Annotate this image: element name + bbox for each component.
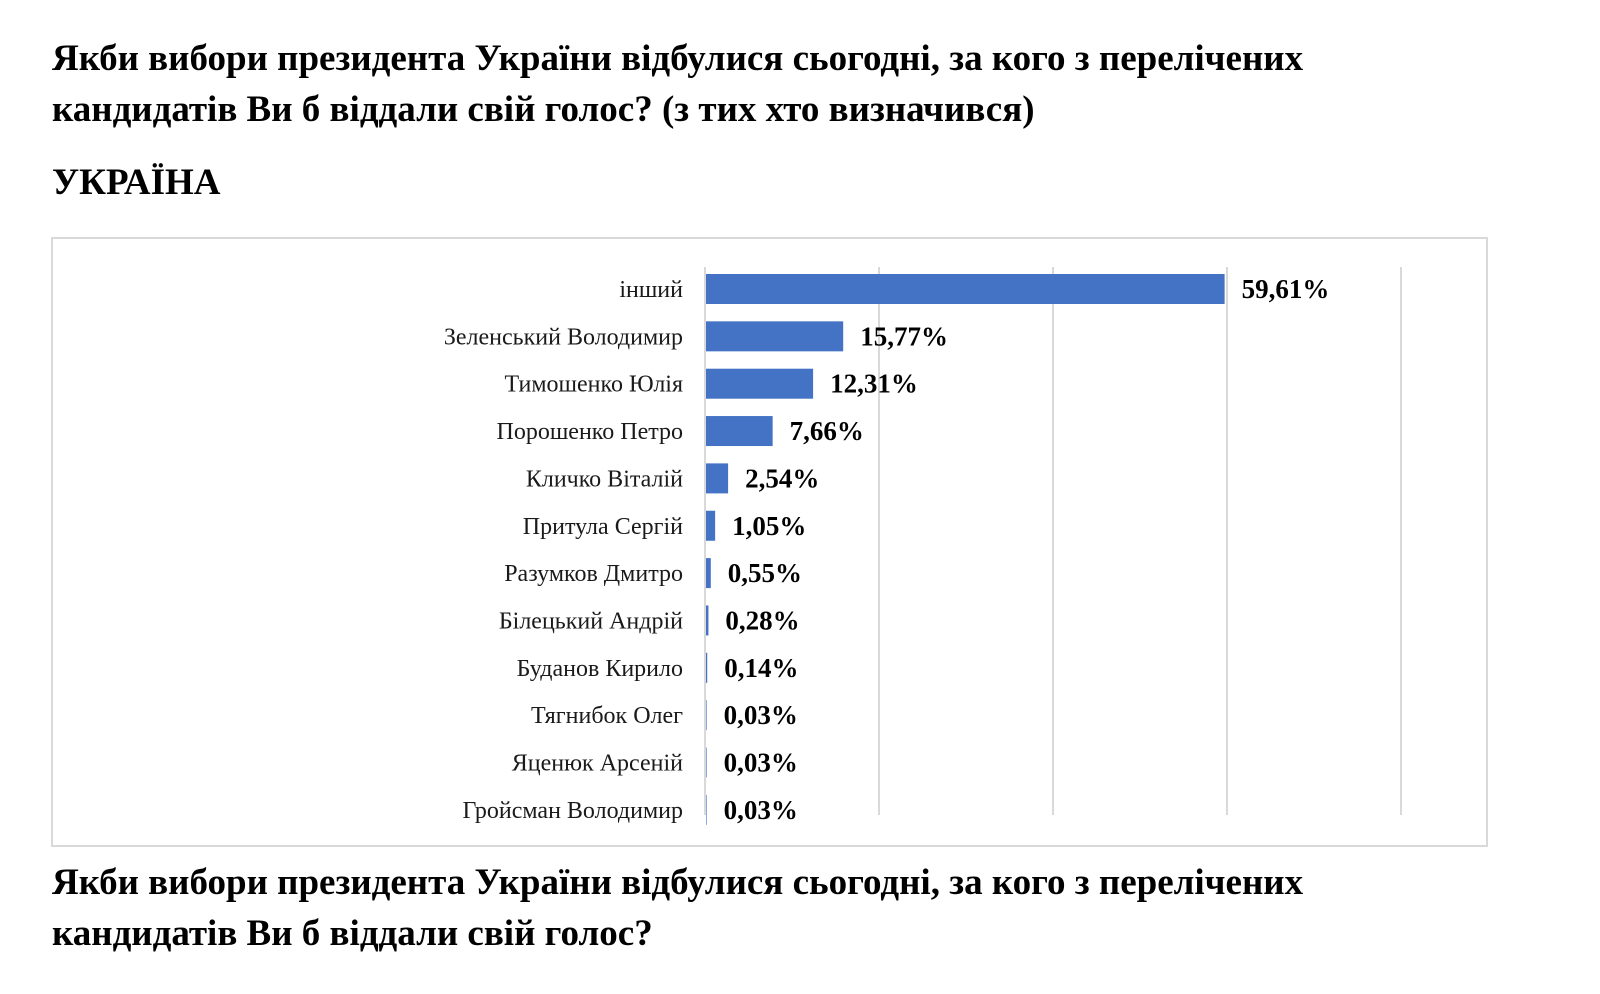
bar [706,463,729,494]
value-label: 12,31% [830,369,918,399]
heading-line-1: Якби вибори президента України відбулися… [52,38,1304,79]
value-label: 0,03% [724,795,798,825]
region-heading: УКРАЇНА [52,162,221,203]
category-label: інший [619,277,683,303]
bar [706,652,708,683]
bar [706,368,814,399]
value-label: 0,14% [724,653,798,683]
value-label: 7,66% [790,416,864,446]
category-label: Тягнибок Олег [531,703,683,729]
value-label: 1,05% [732,511,806,541]
chart-question-heading: Якби вибори президента України відбулися… [52,33,1303,135]
next-question-heading: Якби вибори президента України відбулися… [52,857,1303,959]
bar [706,510,716,541]
bar [706,794,707,825]
value-label: 59,61% [1242,274,1330,304]
bar-chart-frame: інший 59,61% Зеленський Володимир 15,77% Тим… [51,237,1488,847]
bar [706,605,709,636]
bar [706,274,1225,304]
category-label: Порошенко Петро [496,419,683,445]
category-label: Кличко Віталій [526,466,683,492]
bar-chart: інший 59,61% Зеленський Володимир 15,77% Тим… [444,267,1402,825]
bar [706,700,707,731]
value-label: 0,03% [724,700,798,730]
category-label: Яценюк Арсеній [512,751,683,777]
bar [706,321,844,352]
category-label: Білецький Андрій [499,608,683,634]
category-label: Буданов Кирило [517,656,683,682]
category-label: Гройсман Володимир [463,798,683,824]
category-label: Разумков Дмитро [504,561,683,587]
bar [706,558,711,589]
category-label: Зеленський Володимир [444,324,683,350]
heading-line-2: кандидатів Ви б віддали свій голос? [52,913,653,954]
category-label: Притула Сергій [523,514,683,540]
value-label: 0,03% [724,748,798,778]
heading-line-1: Якби вибори президента України відбулися… [52,862,1304,903]
category-label: Тимошенко Юлія [504,372,683,398]
bar [706,747,707,778]
value-label: 0,55% [728,558,802,588]
value-label: 2,54% [745,463,819,493]
heading-line-2: кандидатів Ви б віддали свій голос? (з т… [52,89,1035,130]
bar [706,416,773,447]
value-label: 0,28% [725,605,799,635]
value-label: 15,77% [860,321,948,351]
